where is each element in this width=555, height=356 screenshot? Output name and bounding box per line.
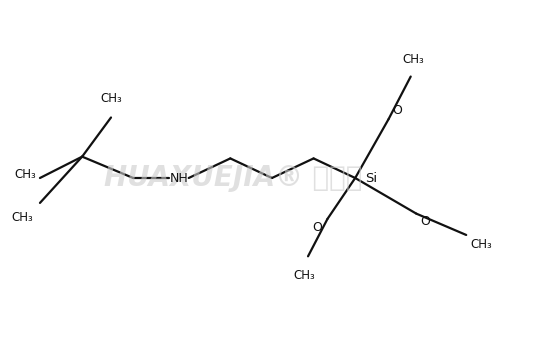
Text: O: O <box>421 215 431 228</box>
Text: NH: NH <box>170 172 189 184</box>
Text: CH₃: CH₃ <box>402 53 425 66</box>
Text: CH₃: CH₃ <box>471 239 492 251</box>
Text: CH₃: CH₃ <box>293 269 315 282</box>
Text: O: O <box>312 221 322 234</box>
Text: CH₃: CH₃ <box>14 168 36 181</box>
Text: HUAXUEJIA® 化学加: HUAXUEJIA® 化学加 <box>104 164 362 192</box>
Text: CH₃: CH₃ <box>100 92 122 105</box>
Text: O: O <box>392 104 402 117</box>
Text: Si: Si <box>365 172 377 184</box>
Text: CH₃: CH₃ <box>12 211 33 224</box>
